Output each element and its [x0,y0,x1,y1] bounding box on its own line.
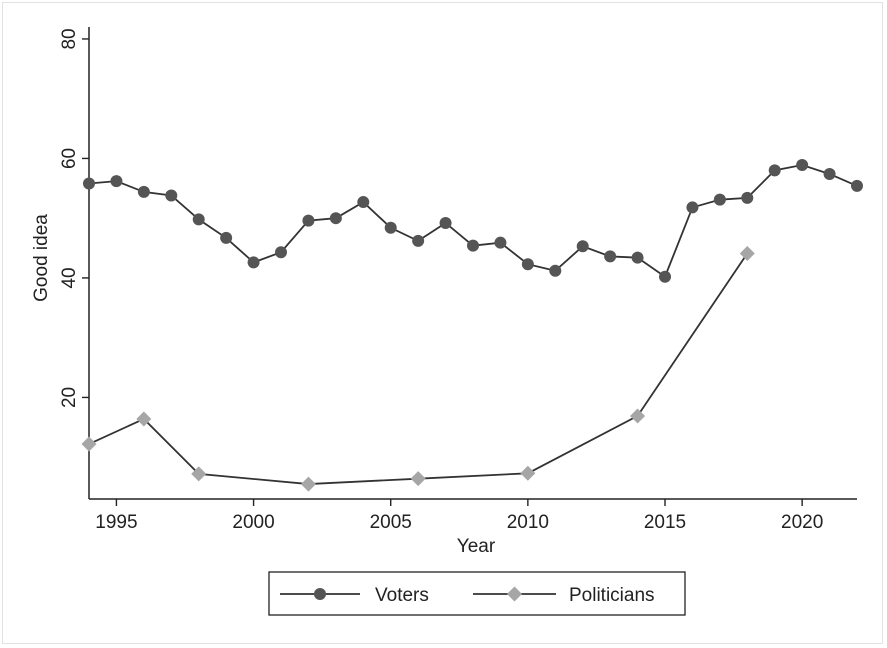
politicians-point [410,471,426,487]
x-tick-label: 2010 [507,512,549,533]
voters-point [494,236,507,249]
x-tick-label: 2020 [781,512,823,533]
voters-point [412,234,425,247]
voters-point [83,177,95,190]
y-tick-label: 40 [59,267,80,288]
voters-point [659,270,671,283]
legend-marker [507,586,522,602]
legend-item-politicians: Politicians [473,585,655,606]
voters-point [631,251,644,264]
voters-point [768,164,781,177]
voters-point [137,185,150,198]
voters-point [521,258,534,271]
voters-point [604,250,617,263]
x-tick-label: 2015 [644,512,686,533]
y-axis-title: Good idea [31,214,52,302]
x-axis-title: Year [457,536,496,557]
legend: Voters Politicians [268,571,686,616]
voters-point [384,221,397,234]
voters-point [796,159,809,172]
y-tick-label: 20 [59,387,80,408]
line-chart: 20 40 60 80 1995 2000 2005 2010 2015 2020 Good i… [31,27,863,616]
series-voters [83,159,863,283]
x-tick-label: 1995 [95,512,137,533]
voters-point [467,239,479,252]
axes [88,27,857,500]
x-tick-label: 2000 [232,512,274,533]
voters-point [165,189,178,202]
voters-point [302,214,315,227]
politicians-point [520,465,536,481]
voters-point [576,240,589,253]
politicians-point [136,411,152,427]
voters-point [851,179,863,192]
voters-point [741,191,754,204]
legend-items: Voters Politicians [280,585,655,606]
politicians-point [191,466,207,482]
voters-point [247,256,260,269]
legend-label: Voters [375,585,429,606]
politicians-point [300,476,316,492]
voters-point [110,175,123,188]
voters-point [713,193,726,206]
voters-point [275,246,287,259]
voters-point [439,216,452,229]
legend-label: Politicians [569,585,655,606]
politicians-point [739,245,755,261]
x-tick-label: 2005 [370,512,412,533]
voters-point [686,201,699,214]
x-ticks: 1995 2000 2005 2010 2015 2020 [95,499,823,533]
politicians-point [630,408,646,424]
voters-point [823,167,836,180]
series-politicians [81,245,755,492]
voters-point [357,196,370,209]
y-ticks: 20 40 60 80 [59,28,89,408]
politicians-point [81,436,97,452]
voters-point [192,213,205,226]
series-layer [81,159,863,492]
voters-point [329,212,342,225]
voters-point [220,231,233,244]
legend-item-voters: Voters [280,585,429,606]
legend-marker [314,588,326,600]
y-tick-label: 80 [59,28,80,49]
voters-point [549,264,562,277]
politicians-line [88,252,749,485]
y-tick-label: 60 [59,148,80,169]
